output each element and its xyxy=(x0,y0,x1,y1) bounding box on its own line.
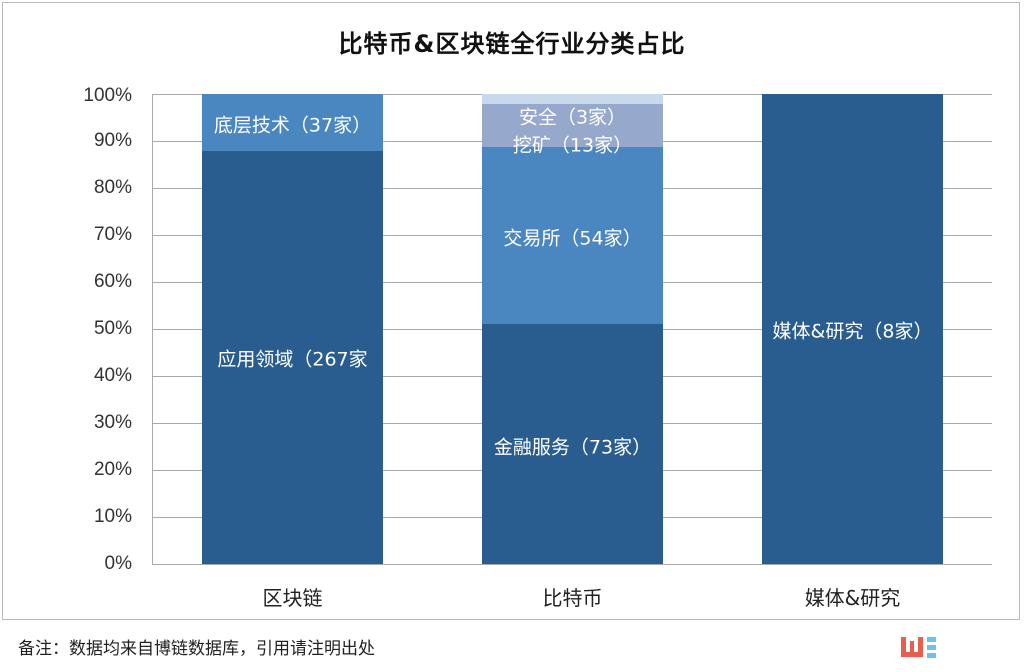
x-axis-line xyxy=(152,564,992,565)
y-tick-label: 20% xyxy=(93,459,132,480)
y-tick-label: 30% xyxy=(93,412,132,433)
bar-media-research[interactable]: 媒体&研究（8家） xyxy=(762,94,943,564)
segment-exchange[interactable] xyxy=(482,146,663,325)
bar-blockchain[interactable]: 应用领域（267家 底层技术（37家） xyxy=(202,94,383,564)
segment-mining[interactable] xyxy=(482,103,663,147)
x-tick-label: 比特币 xyxy=(542,586,603,610)
chart-title: 比特币&区块链全行业分类占比 xyxy=(338,30,686,58)
segment-label: 应用领域（267家 xyxy=(217,348,368,371)
y-tick-label: 0% xyxy=(104,553,132,574)
x-tick-label: 区块链 xyxy=(262,586,323,610)
segment-label: 安全（3家） xyxy=(518,106,627,129)
segment-label: 底层技术（37家） xyxy=(213,114,372,137)
segment-application[interactable] xyxy=(202,151,383,564)
segment-infrastructure[interactable] xyxy=(202,94,383,152)
segment-security[interactable] xyxy=(482,94,663,104)
wu-logo-icon xyxy=(899,635,943,661)
plot-area: 应用领域（267家 底层技术（37家） 金融服务（73家） 交易所（54家） 挖… xyxy=(152,94,992,565)
segment-label: 媒体&研究（8家） xyxy=(772,320,933,343)
segment-label: 金融服务（73家） xyxy=(493,436,652,459)
source-note: 备注：数据均来自博链数据库，引用请注明出处 xyxy=(18,639,375,659)
y-tick-label: 90% xyxy=(93,130,132,151)
x-tick-label: 媒体&研究 xyxy=(804,586,901,610)
y-tick-label: 70% xyxy=(93,224,132,245)
segment-label: 挖矿（13家） xyxy=(512,134,633,157)
y-tick-label: 100% xyxy=(83,85,132,106)
y-tick-label: 40% xyxy=(93,365,132,386)
segment-media-research[interactable] xyxy=(762,94,943,564)
segment-financial-services[interactable] xyxy=(482,324,663,564)
segment-label: 交易所（54家） xyxy=(503,227,642,250)
y-tick-label: 50% xyxy=(93,318,132,339)
bar-bitcoin[interactable]: 金融服务（73家） 交易所（54家） 挖矿（13家） 安全（3家） xyxy=(482,94,663,564)
y-tick-label: 80% xyxy=(93,177,132,198)
y-tick-label: 60% xyxy=(93,271,132,292)
y-tick-label: 10% xyxy=(93,506,132,527)
